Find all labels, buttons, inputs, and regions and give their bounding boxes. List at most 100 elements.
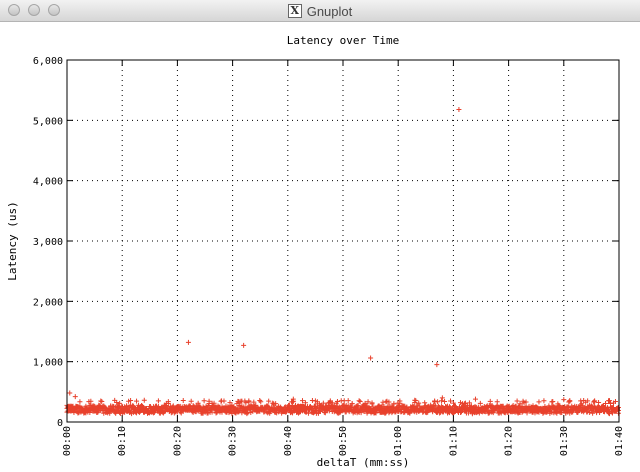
data-point <box>117 400 123 406</box>
data-point <box>349 401 355 407</box>
x-tick-label: 01:30 <box>559 426 570 456</box>
x-tick-label: 01:00 <box>393 426 404 456</box>
data-point <box>607 398 613 404</box>
y-tick-label: 2,000 <box>33 297 63 308</box>
data-point <box>195 400 201 406</box>
window-title-group: X Gnuplot <box>0 0 640 22</box>
data-point <box>243 400 249 406</box>
x-tick-label: 00:30 <box>228 426 239 456</box>
data-point <box>437 410 443 416</box>
x-tick-label: 01:10 <box>448 426 459 456</box>
plot-area: Latency over Time 0 1,000 2,000 3,000 4,000 5… <box>0 22 640 472</box>
data-point <box>550 398 556 404</box>
data-point <box>290 399 296 405</box>
data-point <box>161 409 167 415</box>
data-point <box>290 396 296 402</box>
grid-lines <box>67 60 619 422</box>
x-tick-label: 00:10 <box>117 426 128 456</box>
data-point <box>432 398 438 404</box>
data-point <box>596 400 602 406</box>
data-point <box>266 398 272 404</box>
window-title: Gnuplot <box>306 3 353 19</box>
y-axis-label: Latency (us) <box>6 201 19 280</box>
x11-icon: X <box>287 4 302 18</box>
data-point <box>188 398 194 404</box>
data-point <box>514 398 520 404</box>
close-button[interactable] <box>8 4 20 16</box>
data-point <box>209 409 215 415</box>
data-point <box>67 390 73 396</box>
data-point <box>592 398 598 404</box>
data-point <box>345 398 351 404</box>
data-point <box>594 408 600 414</box>
data-point <box>236 409 242 415</box>
data-point <box>442 399 448 405</box>
data-point <box>273 401 279 407</box>
data-point <box>229 411 235 417</box>
data-point <box>87 409 93 415</box>
data-point <box>541 398 547 404</box>
y-tick-label: 4,000 <box>33 177 63 188</box>
x-tick-label: 00:20 <box>172 426 183 456</box>
axis-ticks: 0 1,000 2,000 3,000 4,000 5,000 6,000 00:00 00:1… <box>33 56 625 456</box>
data-point <box>615 410 621 416</box>
data-point <box>180 397 186 403</box>
data-point <box>368 355 374 361</box>
data-point <box>201 398 207 404</box>
data-point <box>98 398 104 404</box>
data-point <box>373 410 379 416</box>
data-point <box>141 397 147 403</box>
title-bar[interactable]: X Gnuplot <box>0 0 640 22</box>
data-point <box>114 400 120 406</box>
data-point <box>524 410 530 416</box>
data-point <box>412 397 418 403</box>
data-point <box>241 342 247 348</box>
x-tick-label: 00:40 <box>283 426 294 456</box>
data-point <box>451 400 457 406</box>
x-axis-label: deltaT (mm:ss) <box>317 456 410 469</box>
data-point <box>567 398 573 404</box>
data-point <box>434 362 440 368</box>
data-point <box>439 398 445 404</box>
data-point <box>591 399 597 405</box>
data-point <box>439 395 445 401</box>
data-point <box>287 403 293 409</box>
data-point <box>435 399 441 405</box>
x-tick-label: 01:20 <box>504 426 515 456</box>
data-point <box>227 400 233 406</box>
y-tick-label: 6,000 <box>33 56 63 67</box>
data-point <box>77 399 83 405</box>
data-point <box>219 398 225 404</box>
data-points <box>64 106 621 417</box>
data-point <box>386 399 392 405</box>
data-point <box>382 410 388 416</box>
data-point <box>397 398 403 404</box>
y-tick-label: 1,000 <box>33 358 63 369</box>
data-point <box>317 408 323 414</box>
data-point <box>448 398 454 404</box>
data-point <box>590 410 596 416</box>
data-point <box>585 398 591 404</box>
data-point <box>99 399 105 405</box>
data-point <box>185 339 191 345</box>
latency-chart: Latency over Time 0 1,000 2,000 3,000 4,000 5… <box>6 34 625 469</box>
x-tick-label: 01:40 <box>614 426 625 456</box>
data-point <box>356 398 362 404</box>
data-point <box>299 398 305 404</box>
data-point <box>246 398 252 404</box>
data-point <box>211 400 217 406</box>
y-tick-label: 0 <box>57 418 63 429</box>
data-point <box>134 398 140 404</box>
data-point <box>523 399 529 405</box>
zoom-button[interactable] <box>48 4 60 16</box>
x-tick-label: 00:00 <box>62 426 73 456</box>
data-point <box>477 400 483 406</box>
data-point <box>358 410 364 416</box>
data-point <box>258 399 264 405</box>
data-point <box>251 399 257 405</box>
data-point <box>456 106 462 112</box>
minimize-button[interactable] <box>28 4 40 16</box>
data-point <box>302 400 308 406</box>
data-point <box>466 400 472 406</box>
